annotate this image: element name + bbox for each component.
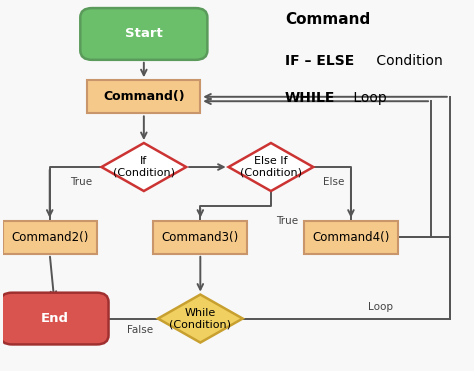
Text: If
(Condition): If (Condition) bbox=[113, 156, 175, 178]
Text: Condition: Condition bbox=[372, 54, 443, 68]
Text: Loop: Loop bbox=[368, 302, 393, 312]
Text: Command4(): Command4() bbox=[312, 231, 390, 244]
Text: Else If
(Condition): Else If (Condition) bbox=[240, 156, 302, 178]
Text: False: False bbox=[127, 325, 153, 335]
Text: Else: Else bbox=[323, 177, 344, 187]
Bar bbox=[304, 221, 398, 254]
Text: Command(): Command() bbox=[103, 90, 185, 103]
Polygon shape bbox=[101, 143, 186, 191]
Bar bbox=[3, 221, 97, 254]
Text: True: True bbox=[70, 177, 92, 187]
Text: Command2(): Command2() bbox=[11, 231, 88, 244]
Polygon shape bbox=[158, 295, 243, 342]
Text: While
(Condition): While (Condition) bbox=[169, 308, 231, 329]
Polygon shape bbox=[228, 143, 313, 191]
Text: End: End bbox=[40, 312, 68, 325]
Bar bbox=[153, 221, 247, 254]
Bar bbox=[87, 80, 201, 114]
FancyBboxPatch shape bbox=[0, 293, 109, 344]
FancyBboxPatch shape bbox=[80, 8, 208, 60]
Text: Start: Start bbox=[125, 27, 163, 40]
Text: Command3(): Command3() bbox=[162, 231, 239, 244]
Text: True: True bbox=[275, 216, 298, 226]
Text: IF – ELSE: IF – ELSE bbox=[285, 54, 354, 68]
Text: Command: Command bbox=[285, 12, 370, 27]
Text: Loop: Loop bbox=[348, 91, 386, 105]
Text: WHILE: WHILE bbox=[285, 91, 336, 105]
